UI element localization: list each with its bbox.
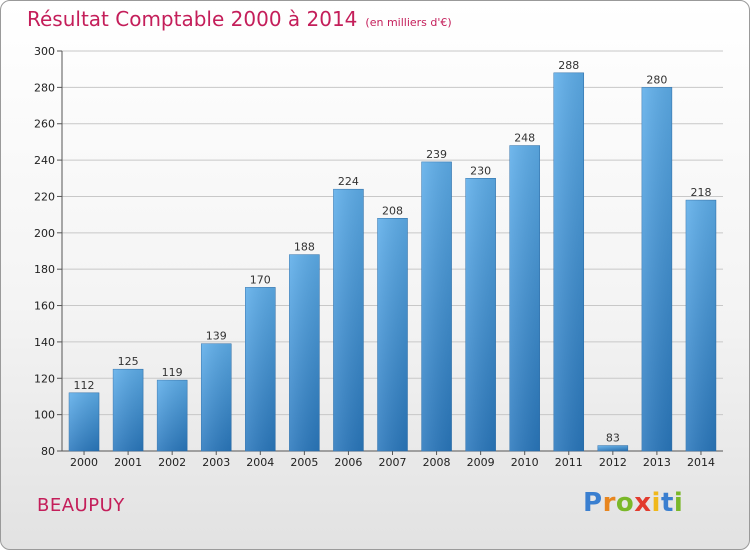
y-tick-label: 140 — [34, 336, 55, 349]
data-label-2006: 224 — [338, 175, 359, 188]
bar-shade-2011 — [553, 72, 584, 452]
logo-letter: o — [615, 488, 635, 518]
data-label-2005: 188 — [294, 241, 315, 254]
data-label-2007: 208 — [382, 204, 403, 217]
x-tick-label: 2003 — [202, 456, 230, 469]
commune-name: BEAUPUY — [37, 495, 125, 516]
x-tick-label: 2000 — [70, 456, 98, 469]
x-tick-label: 2006 — [334, 456, 362, 469]
bar-shade-2007 — [377, 218, 408, 451]
data-label-2002: 119 — [162, 366, 183, 379]
bar-shade-2005 — [289, 254, 320, 451]
data-label-2008: 239 — [426, 148, 447, 161]
y-tick-label: 200 — [34, 227, 55, 240]
proxiti-logo: Proxiti — [583, 488, 683, 518]
bar-shade-2013 — [641, 87, 672, 451]
bar-shade-2001 — [113, 369, 144, 451]
data-label-2003: 139 — [206, 330, 227, 343]
x-tick-label: 2010 — [511, 456, 539, 469]
bar-shade-2009 — [465, 178, 496, 452]
x-tick-label: 2012 — [599, 456, 627, 469]
data-label-2011: 288 — [558, 59, 579, 72]
x-tick-label: 2009 — [467, 456, 495, 469]
logo-letter: t — [660, 488, 674, 518]
data-label-2012: 83 — [606, 432, 620, 445]
data-label-2010: 248 — [514, 132, 535, 145]
x-tick-label: 2004 — [246, 456, 274, 469]
logo-letter: i — [673, 488, 684, 518]
bar-shade-2012 — [597, 445, 628, 451]
logo-letter: x — [634, 488, 652, 518]
bar-layer — [68, 72, 717, 452]
bar-shade-2000 — [69, 392, 100, 451]
x-tick-label: 2013 — [643, 456, 671, 469]
y-tick-label: 220 — [34, 190, 55, 203]
chart-title-block: Résultat Comptable 2000 à 2014 (en millie… — [27, 7, 452, 31]
chart-subtitle: (en milliers d'€) — [365, 16, 452, 29]
chart-title: Résultat Comptable 2000 à 2014 — [27, 7, 358, 31]
bar-shade-2004 — [245, 287, 276, 451]
logo-letter: P — [583, 488, 603, 518]
bar-shade-2008 — [421, 161, 452, 451]
y-tick-label: 180 — [34, 263, 55, 276]
bar-shade-2003 — [201, 343, 232, 451]
x-tick-label: 2001 — [114, 456, 142, 469]
x-tick-label: 2014 — [687, 456, 715, 469]
y-tick-label: 260 — [34, 118, 55, 131]
x-tick-label: 2011 — [555, 456, 583, 469]
x-tick-label: 2002 — [158, 456, 186, 469]
bar-shade-2014 — [685, 200, 716, 451]
bar-shade-2006 — [333, 189, 364, 451]
data-label-2014: 218 — [690, 186, 711, 199]
y-tick-label: 100 — [34, 409, 55, 422]
y-tick-label: 120 — [34, 372, 55, 385]
data-label-2009: 230 — [470, 164, 491, 177]
y-tick-label: 80 — [41, 445, 55, 458]
x-tick-label: 2007 — [379, 456, 407, 469]
y-tick-label: 240 — [34, 154, 55, 167]
y-tick-label: 160 — [34, 300, 55, 313]
data-label-2004: 170 — [250, 273, 271, 286]
y-tick-label: 300 — [34, 45, 55, 58]
logo-letter: i — [651, 488, 661, 518]
data-label-2000: 112 — [74, 379, 95, 392]
y-tick-label: 280 — [34, 81, 55, 94]
x-tick-label: 2008 — [423, 456, 451, 469]
data-label-2013: 280 — [646, 73, 667, 86]
bar-shade-2010 — [509, 145, 540, 451]
x-tick-label: 2005 — [290, 456, 318, 469]
logo-letter: r — [602, 488, 616, 518]
bar-shade-2002 — [157, 380, 188, 451]
data-label-2001: 125 — [118, 355, 139, 368]
label-layer: 2000 112 2001 125 2002 119 2003 139 2004 170 2005 1… — [70, 59, 715, 469]
